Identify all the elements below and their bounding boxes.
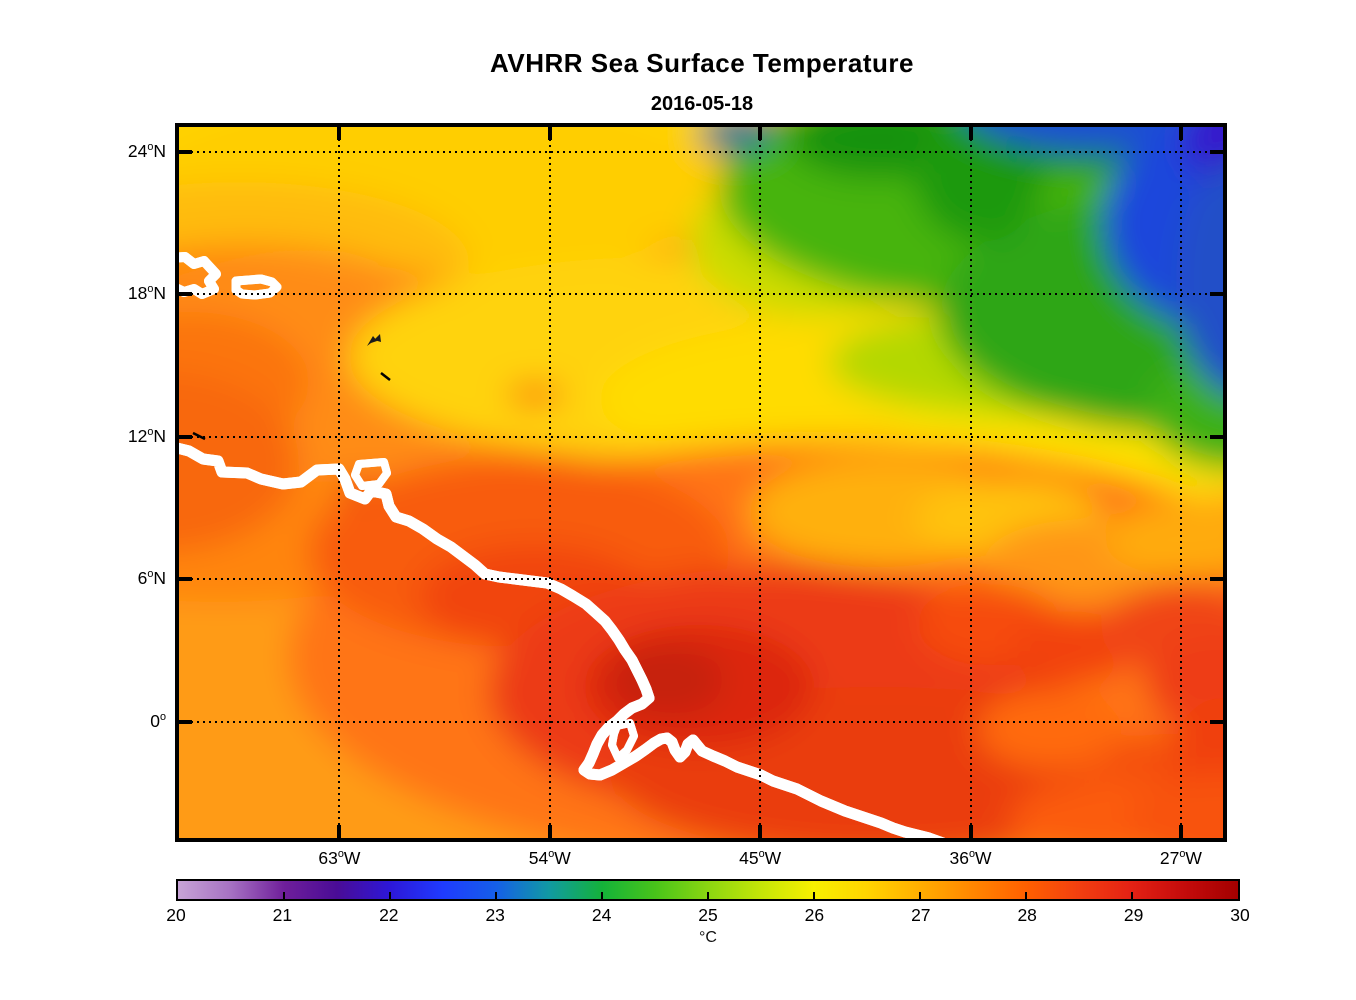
lat-label-0: 0o — [150, 710, 166, 731]
tick-left-24N — [179, 149, 192, 154]
lat-label-24N: 24oN — [127, 140, 166, 161]
lon-label-27W: 27oW — [1159, 848, 1202, 868]
gridline-lon-63W — [338, 127, 341, 838]
lon-label-36W: 36oW — [949, 848, 992, 868]
gridline-lon-36W — [969, 127, 972, 838]
island-amazon-mouth — [608, 719, 638, 762]
gridline-lon-27W — [1179, 127, 1182, 838]
map-plot-inner — [179, 127, 1223, 838]
colorbar-label-27: 27 — [911, 905, 931, 925]
tick-right-12N — [1210, 434, 1223, 439]
colorbar-label-26: 26 — [804, 905, 825, 925]
tick-right-0 — [1210, 719, 1223, 724]
tick-top-63W — [337, 127, 342, 140]
colorbar-label-23: 23 — [485, 905, 505, 925]
colorbar-tick-21 — [283, 892, 285, 899]
colorbar-gradient — [178, 881, 1238, 899]
gridline-lat-12N — [179, 435, 1223, 438]
colorbar-label-22: 22 — [379, 905, 399, 925]
tick-right-18N — [1210, 292, 1223, 297]
tick-left-18N — [179, 292, 192, 297]
lon-label-54W: 54oW — [528, 848, 571, 868]
chart-title: AVHRR Sea Surface Temperature — [490, 48, 914, 78]
lon-label-63W: 63oW — [318, 848, 361, 868]
colorbar-tick-24 — [601, 892, 603, 899]
island-hispaniola — [179, 252, 221, 299]
sst-field-svg — [179, 127, 1223, 838]
colorbar-label-21: 21 — [272, 905, 293, 925]
tick-bottom-27W — [1178, 825, 1183, 838]
tick-right-24N — [1210, 149, 1223, 154]
tick-bottom-45W — [758, 825, 763, 838]
colorbar-unit-label: °C — [699, 929, 717, 946]
colorbar-label-30: 30 — [1230, 905, 1250, 925]
gridline-lat-0 — [179, 720, 1223, 723]
lon-label-45W: 45oW — [739, 848, 782, 868]
tick-top-45W — [758, 127, 763, 140]
sst-color-field — [179, 127, 1223, 838]
colorbar-tick-23 — [495, 892, 497, 899]
tick-left-12N — [179, 434, 192, 439]
colorbar-label-29: 29 — [1123, 905, 1144, 925]
gridline-lat-24N — [179, 150, 1223, 153]
tick-top-54W — [547, 127, 552, 140]
chart-subtitle: 2016-05-18 — [650, 93, 754, 115]
tick-bottom-63W — [337, 825, 342, 838]
colorbar-label-28: 28 — [1017, 905, 1037, 925]
tick-right-6N — [1210, 577, 1223, 582]
colorbar-tick-22 — [389, 892, 391, 899]
colorbar-tick-26 — [813, 892, 815, 899]
colorbar-tick-27 — [919, 892, 921, 899]
colorbar-label-25: 25 — [698, 905, 718, 925]
tick-left-6N — [179, 577, 192, 582]
colorbar-tick-29 — [1131, 892, 1133, 899]
colorbar-tick-25 — [707, 892, 709, 899]
colorbar — [176, 879, 1240, 901]
gridline-lon-45W — [759, 127, 762, 838]
gridline-lat-18N — [179, 293, 1223, 296]
tick-top-27W — [1178, 127, 1183, 140]
map-plot-area — [175, 123, 1227, 842]
gridline-lon-54W — [548, 127, 551, 838]
tick-top-36W — [968, 127, 973, 140]
tick-left-0 — [179, 719, 192, 724]
colorbar-label-24: 24 — [591, 905, 612, 925]
lat-label-12N: 12oN — [127, 425, 166, 446]
tick-bottom-36W — [968, 825, 973, 838]
colorbar-tick-28 — [1025, 892, 1027, 899]
lat-label-6N: 6oN — [137, 568, 166, 589]
gridline-lat-6N — [179, 578, 1223, 581]
colorbar-label-20: 20 — [166, 905, 186, 925]
island-puerto-rico — [231, 274, 282, 300]
lat-label-18N: 18oN — [127, 283, 166, 304]
island-trinidad — [351, 458, 391, 490]
tick-bottom-54W — [547, 825, 552, 838]
